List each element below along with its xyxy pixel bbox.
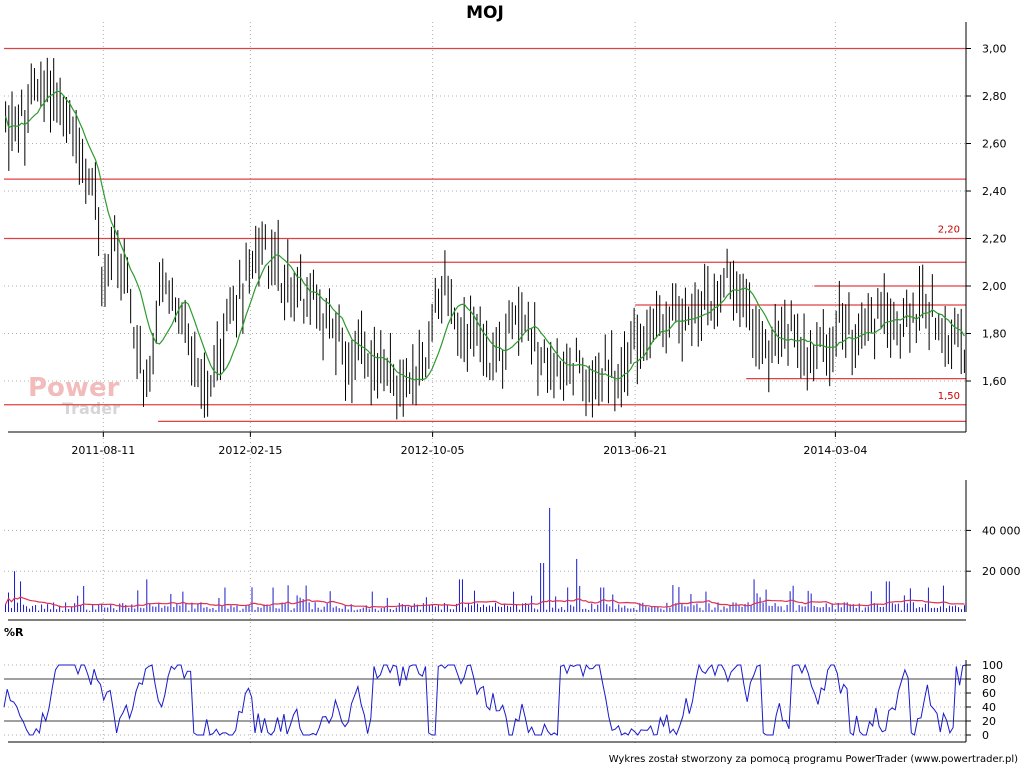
williams-r-panel-title: %R xyxy=(4,626,24,639)
date-tick-label: 2011-08-11 xyxy=(71,444,135,457)
williams-r-tick-label: 100 xyxy=(982,659,1003,672)
volume-average-line xyxy=(4,596,965,609)
volume-tick-label: 20 000 xyxy=(982,565,1021,578)
volume-bars xyxy=(5,507,965,612)
volume-grid xyxy=(4,529,966,572)
price-axis: 3,00 2,80 2,60 2,40 2,20 2,00 1,80 1,60 xyxy=(965,22,1007,432)
price-tick-label: 3,00 xyxy=(982,43,1007,56)
price-tick-label: 2,40 xyxy=(982,185,1007,198)
price-tick-label: 2,00 xyxy=(982,280,1007,293)
date-tick-label: 2014-03-04 xyxy=(803,444,867,457)
moving-average-line xyxy=(5,90,965,381)
chart-title: MOJ xyxy=(466,3,504,23)
williams-r-tick-label: 40 xyxy=(982,701,996,714)
williams-r-tick-label: 0 xyxy=(982,729,989,742)
support-resistance-lines xyxy=(4,47,966,422)
level-labels: 2,20 1,50 xyxy=(938,225,960,402)
watermark-power: Power xyxy=(28,373,120,403)
date-tick-label: 2012-10-05 xyxy=(401,444,465,457)
date-axis: 2011-08-11 2012-02-15 2012-10-05 2013-06-21… xyxy=(8,431,966,457)
volume-tick-label: 40 000 xyxy=(982,524,1021,537)
level-label: 1,50 xyxy=(938,391,960,402)
price-tick-label: 2,20 xyxy=(982,233,1007,246)
watermark-logo: Power Trader xyxy=(28,373,120,418)
williams-r-line xyxy=(3,663,967,736)
volume-axis: 40 000 20 000 xyxy=(8,480,1021,621)
watermark-trader: Trader xyxy=(62,399,120,418)
date-tick-label: 2013-06-21 xyxy=(603,444,667,457)
williams-r-tick-label: 60 xyxy=(982,687,996,700)
date-tick-label: 2012-02-15 xyxy=(218,444,282,457)
williams-r-grid xyxy=(4,664,966,736)
williams-r-tick-label: 20 xyxy=(982,715,996,728)
footer-credit: Wykres został stworzony za pomocą progra… xyxy=(609,754,1018,765)
level-label: 2,20 xyxy=(938,225,960,236)
price-tick-label: 1,80 xyxy=(982,328,1007,341)
price-tick-label: 2,80 xyxy=(982,90,1007,103)
williams-r-tick-label: 80 xyxy=(982,673,996,686)
price-grid xyxy=(4,22,966,745)
price-tick-label: 1,60 xyxy=(982,375,1007,388)
price-tick-label: 2,60 xyxy=(982,138,1007,151)
